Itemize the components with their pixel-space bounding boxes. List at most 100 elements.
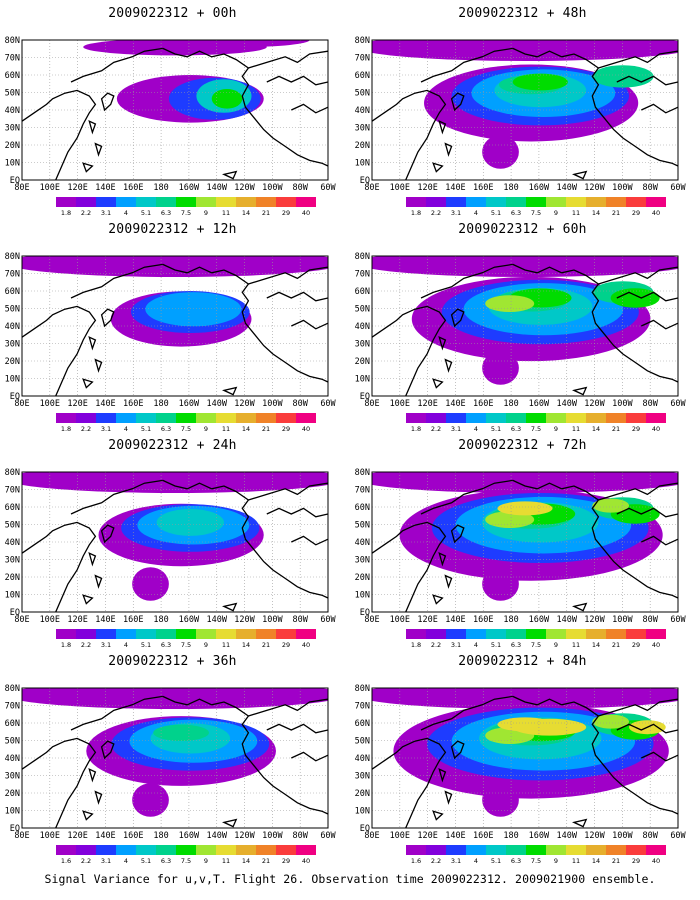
- colorbar-swatch: [446, 197, 466, 207]
- panel-title: 2009022312 + 24h: [108, 438, 237, 453]
- colorbar-label: 1.8: [61, 425, 71, 433]
- colorbar-label: 9: [554, 425, 558, 433]
- lon-tick-label: 120E: [67, 399, 87, 409]
- coastline: [22, 89, 97, 180]
- colorbar-label: 14: [592, 425, 600, 433]
- lon-tick-label: 60W: [670, 399, 686, 409]
- island: [571, 386, 588, 396]
- colorbar-label: 11: [222, 641, 230, 649]
- colorbar-label: 2.2: [81, 857, 91, 865]
- coastline: [372, 737, 447, 828]
- variance-contour: [372, 688, 678, 709]
- colorbar-label: 21: [262, 425, 270, 433]
- colorbar-label: 6.3: [511, 425, 521, 433]
- colorbar-label: 11: [572, 641, 580, 649]
- colorbar-label: 11: [222, 857, 230, 865]
- lon-tick-label: 120E: [417, 831, 437, 841]
- lat-tick-label: 40N: [5, 754, 20, 764]
- colorbar-swatch: [76, 629, 96, 639]
- island: [450, 524, 465, 544]
- lon-tick-label: 80W: [643, 831, 659, 841]
- colorbar-swatch: [56, 845, 76, 855]
- lon-tick-label: 100E: [390, 831, 410, 841]
- forecast-map: 80E 100E 120E 140E 160E 180 160W 140W 120W 100W 80…: [355, 468, 687, 649]
- colorbar-swatch: [276, 629, 296, 639]
- colorbar-swatch: [546, 629, 566, 639]
- lon-tick-label: 60W: [320, 615, 336, 625]
- lon-tick-label: 120W: [584, 615, 605, 625]
- coastline: [420, 695, 513, 731]
- lon-tick-label: 100E: [40, 831, 60, 841]
- colorbar-swatch: [506, 197, 526, 207]
- colorbar-label: 21: [262, 209, 270, 217]
- lon-tick-label: 100W: [262, 183, 283, 193]
- colorbar-label: 4: [124, 425, 128, 433]
- colorbar-swatch: [626, 629, 646, 639]
- colorbar-label: 1.8: [411, 209, 421, 217]
- colorbar-swatch: [446, 629, 466, 639]
- island: [88, 120, 97, 135]
- colorbar-swatch: [96, 845, 116, 855]
- colorbar: 1.6 2.2 3.1 4 5.1 6.3 7.5 9 11 14 21 29 40: [406, 845, 666, 865]
- lat-tick-label: 30N: [5, 340, 20, 350]
- lat-tick-label: 30N: [355, 340, 370, 350]
- colorbar-swatch: [626, 197, 646, 207]
- colorbar-label: 9: [554, 857, 558, 865]
- coastline: [266, 507, 328, 518]
- lat-tick-label: 60N: [5, 71, 20, 81]
- coastline: [372, 305, 447, 396]
- colorbar-swatch: [136, 413, 156, 423]
- lat-tick-label: 50N: [5, 521, 20, 531]
- lon-tick-label: 160W: [529, 183, 550, 193]
- panel-title: 2009022312 + 36h: [108, 654, 237, 669]
- lat-tick-label: 70N: [355, 270, 370, 280]
- variance-field: [372, 688, 678, 817]
- coastline: [70, 479, 163, 515]
- coastline: [512, 695, 678, 815]
- lon-tick-label: 160W: [179, 831, 200, 841]
- colorbar-label: 29: [632, 857, 640, 865]
- colorbar-swatch: [116, 629, 136, 639]
- lon-tick-label: 140W: [206, 615, 227, 625]
- colorbar-swatch: [646, 629, 666, 639]
- map-frame: [371, 471, 679, 613]
- island: [88, 768, 97, 783]
- colorbar-label: 3.1: [101, 425, 111, 433]
- coastline: [291, 319, 328, 330]
- colorbar-swatch: [586, 197, 606, 207]
- colorbar-swatch: [236, 629, 256, 639]
- variance-contour: [610, 288, 660, 308]
- island: [94, 358, 103, 373]
- lon-tick-label: 100W: [612, 399, 633, 409]
- lon-tick-label: 100W: [262, 399, 283, 409]
- lon-tick-label: 100E: [40, 183, 60, 193]
- colorbar-swatch: [236, 413, 256, 423]
- island: [438, 768, 447, 783]
- variance-contour: [145, 292, 242, 327]
- colorbar-label: 3.1: [101, 641, 111, 649]
- lon-tick-label: 120E: [67, 831, 87, 841]
- colorbar-label: 5.1: [491, 209, 501, 217]
- lon-tick-label: 100E: [40, 615, 60, 625]
- variance-contour: [592, 498, 630, 513]
- colorbar-label: 29: [282, 425, 290, 433]
- lon-tick-label: 180: [503, 831, 518, 841]
- axis-labels: 80E 100E 120E 140E 160E 180 160W 140W 120W 100W 80…: [355, 468, 687, 625]
- graticule: [22, 472, 328, 612]
- colorbar-swatch: [566, 845, 586, 855]
- map-frame: [21, 39, 329, 181]
- variance-field: [83, 40, 310, 123]
- colorbar-label: 2.2: [431, 857, 441, 865]
- lon-tick-label: 80E: [14, 399, 29, 409]
- variance-contour: [132, 567, 169, 601]
- colorbar-label: 7.5: [531, 425, 541, 433]
- colorbar-label: 29: [282, 209, 290, 217]
- colorbar-swatch: [526, 629, 546, 639]
- lat-tick-label: 20N: [5, 357, 20, 367]
- lat-tick-label: 50N: [5, 305, 20, 315]
- island: [444, 790, 453, 805]
- colorbar-swatch: [156, 197, 176, 207]
- lat-tick-label: EQ: [360, 392, 370, 402]
- lat-tick-label: 50N: [355, 89, 370, 99]
- lat-tick-label: 70N: [355, 486, 370, 496]
